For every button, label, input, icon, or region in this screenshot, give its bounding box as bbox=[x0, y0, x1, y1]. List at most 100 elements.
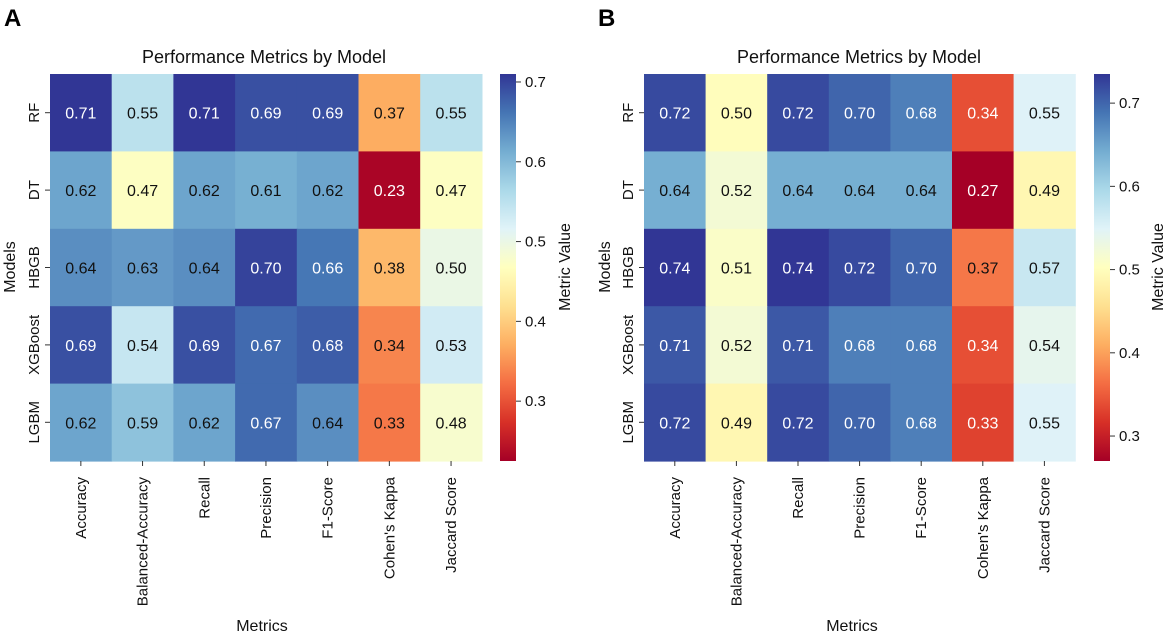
heatmap-cells-a: 0.71 0.55 0.71 0.69 0.69 0.37 0.55 0.62 0.47 0.62… bbox=[50, 74, 483, 462]
heatmap-cell bbox=[173, 151, 236, 230]
colorbar-a: 0.3 0.4 0.5 0.6 0.7 bbox=[500, 74, 546, 461]
cell-value-label: 0.70 bbox=[844, 106, 875, 123]
heatmap-cell bbox=[296, 228, 360, 307]
y-tick-label: DT bbox=[620, 180, 637, 200]
heatmap-cell bbox=[828, 228, 891, 307]
cell-value-label: 0.33 bbox=[374, 415, 405, 432]
heatmap-cell bbox=[235, 306, 298, 385]
cell-value-label: 0.62 bbox=[312, 183, 343, 200]
cell-value-label: 0.72 bbox=[659, 106, 690, 123]
cell-value-label: 0.33 bbox=[967, 415, 998, 432]
cell-value-label: 0.72 bbox=[844, 261, 875, 278]
cell-value-label: 0.37 bbox=[374, 106, 405, 123]
x-tick-label: Recall bbox=[790, 477, 807, 519]
colorbar-tick-label: 0.5 bbox=[1119, 262, 1140, 279]
heatmap-cell bbox=[767, 306, 830, 385]
cell-value-label: 0.49 bbox=[721, 415, 752, 432]
x-tick-label: Precision bbox=[258, 477, 275, 539]
x-tick-label: Jaccard Score bbox=[1036, 477, 1053, 573]
cell-value-label: 0.70 bbox=[906, 261, 937, 278]
cell-value-label: 0.69 bbox=[189, 338, 220, 355]
heatmap-cell bbox=[173, 228, 236, 307]
heatmap-cell bbox=[111, 228, 174, 307]
x-tick-label: Balanced-Accuracy bbox=[135, 477, 152, 607]
cell-value-label: 0.71 bbox=[782, 338, 813, 355]
heatmap-cell bbox=[111, 306, 174, 385]
colorbar-label-a: Metric Value bbox=[557, 223, 574, 311]
cell-value-label: 0.55 bbox=[127, 106, 158, 123]
x-tick-label: Accuracy bbox=[73, 477, 90, 539]
cell-value-label: 0.64 bbox=[65, 261, 96, 278]
colorbar-tick-label: 0.4 bbox=[1119, 345, 1140, 362]
heatmap-cell bbox=[358, 383, 421, 462]
heatmap-cell bbox=[890, 151, 953, 230]
colorbar-tick-label: 0.6 bbox=[525, 154, 546, 171]
heatmap-cell bbox=[890, 74, 953, 152]
heatmap-cell bbox=[111, 383, 174, 462]
cell-value-label: 0.34 bbox=[374, 338, 405, 355]
heatmap-cell bbox=[767, 228, 830, 307]
colorbar-tick-label: 0.4 bbox=[525, 313, 546, 330]
heatmap-cell bbox=[296, 74, 360, 152]
cell-value-label: 0.69 bbox=[312, 106, 343, 123]
y-axis-label-b: Models bbox=[597, 241, 614, 293]
cell-value-label: 0.70 bbox=[844, 415, 875, 432]
y-tick-label: LGBM bbox=[26, 401, 43, 444]
x-tick-labels-b: Accuracy Balanced-Accuracy Recall Precision… bbox=[667, 461, 1053, 607]
cell-value-label: 0.69 bbox=[250, 106, 281, 123]
heatmap-cell bbox=[890, 228, 953, 307]
heatmap-cell bbox=[644, 74, 707, 152]
cell-value-label: 0.54 bbox=[1029, 338, 1060, 355]
heatmap-cell bbox=[173, 306, 236, 385]
cell-value-label: 0.64 bbox=[659, 183, 690, 200]
heatmap-cell bbox=[111, 151, 174, 230]
x-tick-label: Precision bbox=[852, 477, 869, 539]
x-tick-label: Cohen's Kappa bbox=[381, 476, 398, 579]
chart-title-b: Performance Metrics by Model bbox=[737, 47, 981, 67]
x-tick-label: Recall bbox=[196, 477, 213, 519]
heatmap-cell bbox=[828, 306, 891, 385]
heatmap-cell bbox=[705, 151, 768, 230]
cell-value-label: 0.64 bbox=[844, 183, 875, 200]
heatmap-cell bbox=[644, 306, 707, 385]
colorbar-gradient bbox=[500, 74, 516, 461]
x-tick-label: Cohen's Kappa bbox=[975, 476, 992, 579]
x-tick-label: Accuracy bbox=[667, 477, 684, 539]
heatmap-cell bbox=[952, 228, 1015, 307]
heatmap-cell bbox=[767, 383, 830, 462]
cell-value-label: 0.47 bbox=[435, 183, 466, 200]
colorbar-tick-label: 0.3 bbox=[525, 393, 546, 410]
heatmap-cell bbox=[952, 151, 1015, 230]
cell-value-label: 0.71 bbox=[189, 106, 220, 123]
heatmap-cell bbox=[111, 74, 174, 152]
y-tick-labels-b: RF DT HBGB XGBoost LGBM bbox=[620, 103, 644, 444]
heatmap-cell bbox=[420, 151, 483, 230]
x-tick-label: Balanced-Accuracy bbox=[728, 477, 745, 607]
heatmap-cell bbox=[235, 151, 298, 230]
heatmap-cell bbox=[50, 228, 113, 307]
cell-value-label: 0.64 bbox=[906, 183, 937, 200]
y-tick-labels-a: RF DT HBGB XGBoost LGBM bbox=[26, 103, 50, 444]
cell-value-label: 0.51 bbox=[721, 261, 752, 278]
cell-value-label: 0.62 bbox=[65, 183, 96, 200]
y-tick-label: XGBoost bbox=[26, 314, 43, 375]
cell-value-label: 0.67 bbox=[250, 415, 281, 432]
heatmap-cell bbox=[1013, 383, 1076, 462]
heatmap-cell bbox=[358, 228, 421, 307]
heatmap-cell bbox=[420, 383, 483, 462]
heatmap-cell bbox=[1013, 306, 1076, 385]
heatmap-cell bbox=[828, 151, 891, 230]
cell-value-label: 0.62 bbox=[189, 415, 220, 432]
heatmap-cell bbox=[1013, 228, 1076, 307]
heatmap-cell bbox=[1013, 151, 1076, 230]
cell-value-label: 0.72 bbox=[782, 106, 813, 123]
y-tick-label: RF bbox=[26, 103, 43, 123]
cell-value-label: 0.38 bbox=[374, 261, 405, 278]
cell-value-label: 0.63 bbox=[127, 261, 158, 278]
heatmap-cell bbox=[644, 383, 707, 462]
cell-value-label: 0.47 bbox=[127, 183, 158, 200]
cell-value-label: 0.64 bbox=[312, 415, 343, 432]
cell-value-label: 0.71 bbox=[65, 106, 96, 123]
colorbar-tick-label: 0.3 bbox=[1119, 428, 1140, 445]
x-tick-labels-a: Accuracy Balanced-Accuracy Recall Precision… bbox=[73, 461, 460, 606]
